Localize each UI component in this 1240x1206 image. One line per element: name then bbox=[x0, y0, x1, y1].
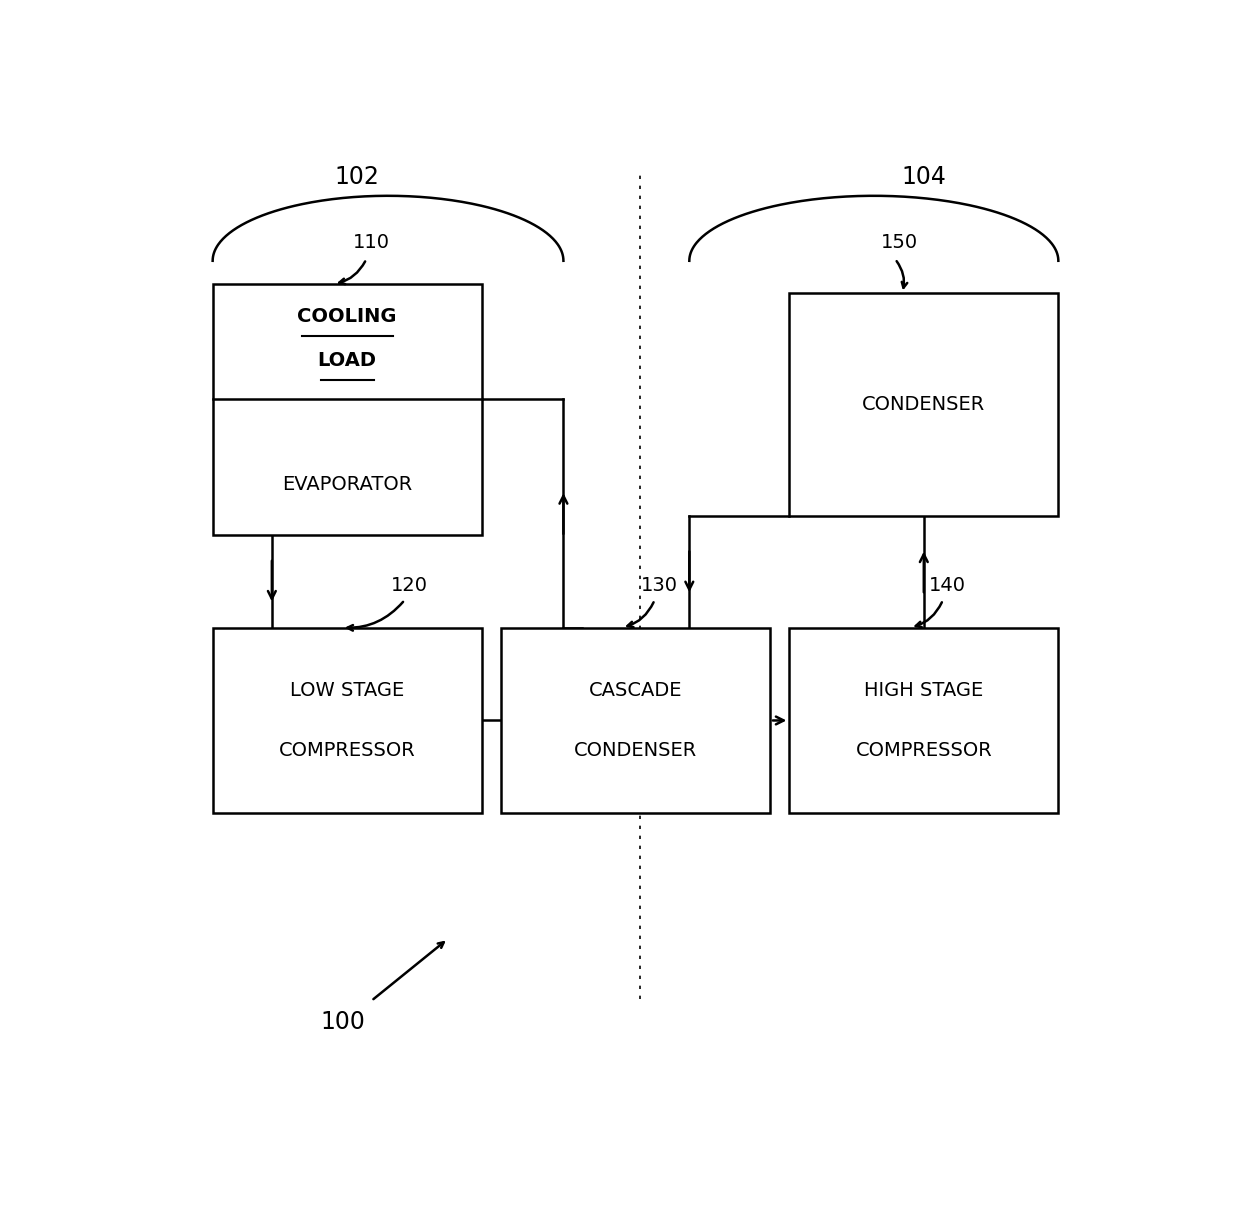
Text: 130: 130 bbox=[641, 576, 678, 596]
Text: LOAD: LOAD bbox=[317, 351, 377, 369]
Text: COMPRESSOR: COMPRESSOR bbox=[279, 740, 415, 760]
Text: CONDENSER: CONDENSER bbox=[862, 396, 986, 414]
Text: CONDENSER: CONDENSER bbox=[574, 740, 697, 760]
Text: 100: 100 bbox=[320, 1011, 365, 1035]
Bar bbox=[789, 627, 1059, 813]
Text: LOW STAGE: LOW STAGE bbox=[290, 681, 404, 701]
Text: EVAPORATOR: EVAPORATOR bbox=[281, 475, 413, 494]
Text: 102: 102 bbox=[335, 165, 379, 189]
Text: 110: 110 bbox=[352, 233, 389, 252]
Text: HIGH STAGE: HIGH STAGE bbox=[864, 681, 983, 701]
Text: COOLING: COOLING bbox=[298, 306, 397, 326]
Bar bbox=[789, 293, 1059, 516]
Text: 150: 150 bbox=[882, 233, 919, 252]
Bar bbox=[213, 627, 481, 813]
Text: 104: 104 bbox=[901, 165, 946, 189]
Text: COMPRESSOR: COMPRESSOR bbox=[856, 740, 992, 760]
Bar bbox=[213, 285, 481, 534]
Text: 140: 140 bbox=[929, 576, 966, 596]
Text: 120: 120 bbox=[391, 576, 428, 596]
Text: CASCADE: CASCADE bbox=[589, 681, 682, 701]
Bar bbox=[501, 627, 770, 813]
